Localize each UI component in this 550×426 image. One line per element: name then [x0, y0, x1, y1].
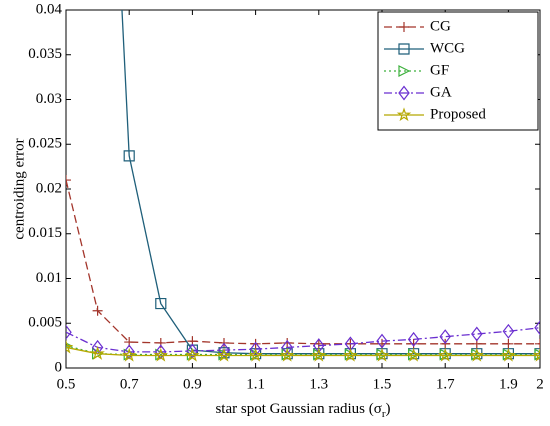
legend-label: CG: [430, 18, 451, 34]
marker: [279, 347, 295, 362]
plot-area: [66, 10, 540, 362]
marker: [407, 331, 420, 347]
x-tick-label: 1.3: [309, 376, 328, 392]
marker: [121, 347, 137, 362]
marker: [313, 338, 325, 354]
legend-label: WCG: [430, 40, 465, 56]
x-tick-label: 1.7: [436, 376, 455, 392]
marker: [155, 337, 166, 348]
x-tick-label: 0.7: [120, 376, 139, 392]
marker: [374, 347, 390, 362]
marker: [66, 339, 74, 354]
y-tick-label: 0: [55, 359, 63, 375]
marker: [343, 347, 358, 362]
x-tick-label: 1.5: [373, 376, 392, 392]
marker: [250, 338, 261, 349]
series-line: [66, 327, 540, 353]
marker: [92, 305, 103, 316]
x-label-close: ): [386, 401, 391, 417]
marker: [534, 320, 540, 336]
legend-marker: [398, 85, 410, 101]
legend-label: Proposed: [430, 106, 486, 122]
x-tick-label: 0.5: [57, 376, 76, 392]
marker: [471, 326, 483, 342]
y-tick-label: 0.02: [36, 180, 62, 196]
x-tick-label: 2: [536, 376, 544, 392]
x-tick-label: 1.9: [499, 376, 518, 392]
x-tick-label: 1.1: [246, 376, 265, 392]
x-axis-label: star spot Gaussian radius (σr): [215, 401, 390, 419]
marker: [437, 347, 453, 362]
y-tick-label: 0.04: [36, 1, 63, 17]
legend-marker: [398, 43, 410, 55]
marker: [66, 175, 71, 186]
marker: [376, 333, 388, 349]
marker: [155, 297, 167, 310]
x-label-subscript: r: [382, 408, 386, 420]
legend-label: GF: [430, 62, 449, 78]
marker: [153, 347, 169, 362]
marker: [503, 338, 514, 349]
legend-marker: [396, 107, 412, 122]
marker: [439, 329, 451, 345]
series-line: [66, 346, 540, 357]
y-axis-label: centroiding error: [11, 138, 27, 239]
y-tick-label: 0.005: [28, 315, 62, 331]
series-line: [66, 344, 540, 356]
marker: [123, 150, 135, 162]
marker: [501, 347, 516, 362]
marker: [469, 347, 485, 362]
legend-marker: [399, 22, 409, 32]
y-tick-label: 0.025: [28, 136, 62, 152]
marker: [218, 342, 230, 358]
marker: [282, 337, 293, 348]
y-tick-label: 0.015: [28, 225, 62, 241]
y-tick-label: 0.03: [36, 91, 62, 107]
legend-marker: [398, 65, 411, 77]
series-line: [66, 179, 540, 345]
series-line: [121, 10, 540, 355]
marker: [532, 347, 540, 362]
marker: [406, 347, 421, 362]
marker: [408, 338, 419, 349]
marker: [248, 347, 263, 362]
marker: [311, 347, 327, 362]
x-label-text: star spot Gaussian radius (σ: [215, 401, 381, 417]
marker: [90, 346, 105, 360]
legend-label: GA: [430, 84, 452, 100]
y-tick-label: 0.035: [28, 46, 62, 62]
y-tick-label: 0.01: [36, 270, 62, 286]
marker: [281, 339, 293, 355]
marker: [185, 347, 200, 362]
marker: [216, 347, 232, 362]
marker: [502, 323, 515, 339]
marker: [535, 338, 540, 349]
x-tick-label: 0.9: [183, 376, 202, 392]
marker: [66, 324, 72, 340]
